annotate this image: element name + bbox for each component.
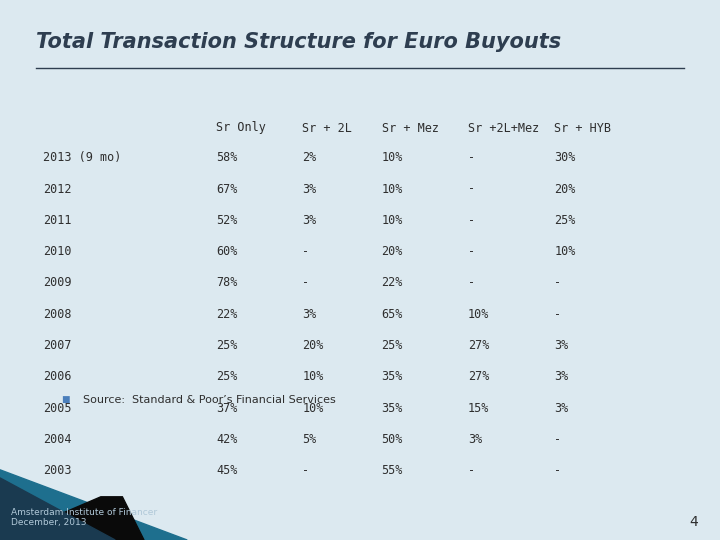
Text: 35%: 35% [382, 370, 403, 383]
Text: 3%: 3% [554, 370, 569, 383]
Text: 45%: 45% [216, 464, 238, 477]
Text: -: - [468, 464, 475, 477]
Text: 42%: 42% [216, 433, 238, 446]
Text: 52%: 52% [216, 214, 238, 227]
Text: 10%: 10% [382, 214, 403, 227]
Text: 10%: 10% [554, 245, 576, 258]
Text: 20%: 20% [302, 339, 324, 352]
Text: 65%: 65% [382, 308, 403, 321]
Polygon shape [0, 470, 187, 540]
Text: -: - [302, 245, 310, 258]
Text: 10%: 10% [382, 183, 403, 195]
Text: 67%: 67% [216, 183, 238, 195]
Text: Total Transaction Structure for Euro Buyouts: Total Transaction Structure for Euro Buy… [36, 32, 561, 52]
Text: Sr + Mez: Sr + Mez [382, 122, 438, 134]
Text: 3%: 3% [468, 433, 482, 446]
Text: Source:  Standard & Poor’s Financial Services: Source: Standard & Poor’s Financial Serv… [83, 395, 336, 404]
Text: 2006: 2006 [43, 370, 72, 383]
Polygon shape [0, 497, 144, 540]
Text: ■: ■ [61, 395, 70, 404]
Text: 2011: 2011 [43, 214, 72, 227]
Text: 27%: 27% [468, 339, 490, 352]
Text: 22%: 22% [216, 308, 238, 321]
Text: -: - [554, 433, 562, 446]
Text: -: - [302, 464, 310, 477]
Text: 2003: 2003 [43, 464, 72, 477]
Text: 2004: 2004 [43, 433, 72, 446]
Text: -: - [468, 151, 475, 164]
Text: Sr + HYB: Sr + HYB [554, 122, 611, 134]
Text: 10%: 10% [302, 370, 324, 383]
Text: 55%: 55% [382, 464, 403, 477]
Text: 35%: 35% [382, 402, 403, 415]
Text: 2012: 2012 [43, 183, 72, 195]
Text: Amsterdam Institute of Financer
December, 2013: Amsterdam Institute of Financer December… [11, 508, 157, 527]
Text: 2009: 2009 [43, 276, 72, 289]
Text: 3%: 3% [302, 308, 317, 321]
Text: 3%: 3% [554, 402, 569, 415]
Text: 4: 4 [690, 515, 698, 529]
Text: 3%: 3% [302, 183, 317, 195]
Text: 2008: 2008 [43, 308, 72, 321]
Text: 30%: 30% [554, 151, 576, 164]
Text: 10%: 10% [382, 151, 403, 164]
Text: -: - [302, 276, 310, 289]
Text: 10%: 10% [302, 402, 324, 415]
Text: -: - [468, 245, 475, 258]
Text: 60%: 60% [216, 245, 238, 258]
Text: 2%: 2% [302, 151, 317, 164]
Text: Sr +2L+Mez: Sr +2L+Mez [468, 122, 539, 134]
Text: -: - [554, 276, 562, 289]
Text: 15%: 15% [468, 402, 490, 415]
Text: 25%: 25% [554, 214, 576, 227]
Text: 5%: 5% [302, 433, 317, 446]
Text: -: - [468, 214, 475, 227]
Text: 3%: 3% [554, 339, 569, 352]
Text: -: - [554, 308, 562, 321]
Text: 50%: 50% [382, 433, 403, 446]
Text: -: - [468, 276, 475, 289]
Text: Sr + 2L: Sr + 2L [302, 122, 352, 134]
Text: 58%: 58% [216, 151, 238, 164]
Text: 10%: 10% [468, 308, 490, 321]
Text: 2013 (9 mo): 2013 (9 mo) [43, 151, 122, 164]
Text: 2007: 2007 [43, 339, 72, 352]
Polygon shape [0, 478, 115, 540]
Text: 2010: 2010 [43, 245, 72, 258]
Text: 25%: 25% [382, 339, 403, 352]
Text: -: - [554, 464, 562, 477]
Text: 3%: 3% [302, 214, 317, 227]
Text: 2005: 2005 [43, 402, 72, 415]
Text: 20%: 20% [554, 183, 576, 195]
Text: Sr Only: Sr Only [216, 122, 266, 134]
Text: 25%: 25% [216, 370, 238, 383]
Text: -: - [468, 183, 475, 195]
Text: 37%: 37% [216, 402, 238, 415]
Text: 25%: 25% [216, 339, 238, 352]
Text: 27%: 27% [468, 370, 490, 383]
Text: 20%: 20% [382, 245, 403, 258]
Text: 78%: 78% [216, 276, 238, 289]
Text: 22%: 22% [382, 276, 403, 289]
